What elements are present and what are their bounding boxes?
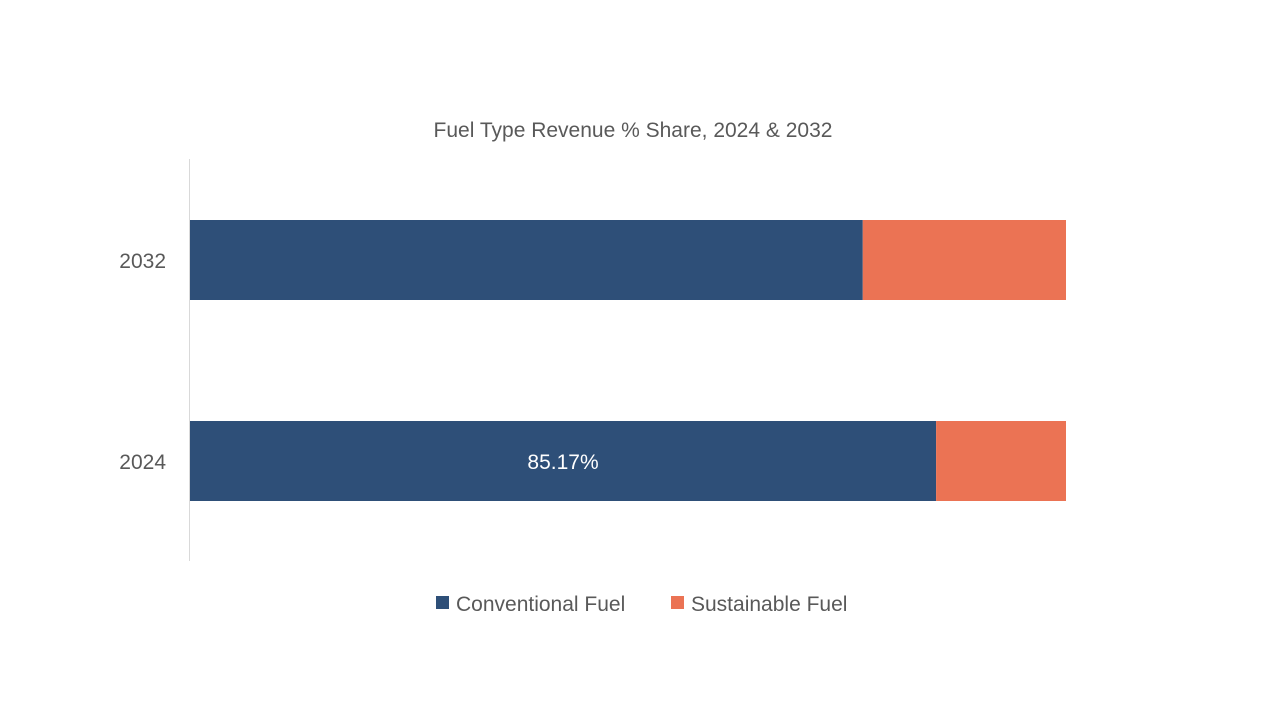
category-labels: 2032 2024 — [119, 250, 166, 474]
legend-swatch-conventional-fuel — [436, 596, 449, 609]
bars-group — [190, 220, 1066, 501]
bar-conventional-fuel-2024 — [190, 421, 937, 501]
legend-swatch-sustainable-fuel — [671, 596, 684, 609]
bar-conventional-fuel-2032 — [190, 220, 863, 300]
legend-label-sustainable-fuel: Sustainable Fuel — [691, 593, 847, 616]
bar-sustainable-fuel-2032 — [862, 220, 1066, 300]
chart-title: Fuel Type Revenue % Share, 2024 & 2032 — [434, 119, 833, 142]
bar-sustainable-fuel-2024 — [936, 421, 1066, 501]
data-label-conventional-fuel-2024: 85.17% — [527, 451, 598, 474]
data-labels: 85.17% — [527, 451, 598, 474]
category-label-2024: 2024 — [119, 451, 166, 474]
category-label-2032: 2032 — [119, 250, 166, 273]
legend-label-conventional-fuel: Conventional Fuel — [456, 593, 625, 616]
legend: Conventional Fuel Sustainable Fuel — [436, 593, 847, 616]
